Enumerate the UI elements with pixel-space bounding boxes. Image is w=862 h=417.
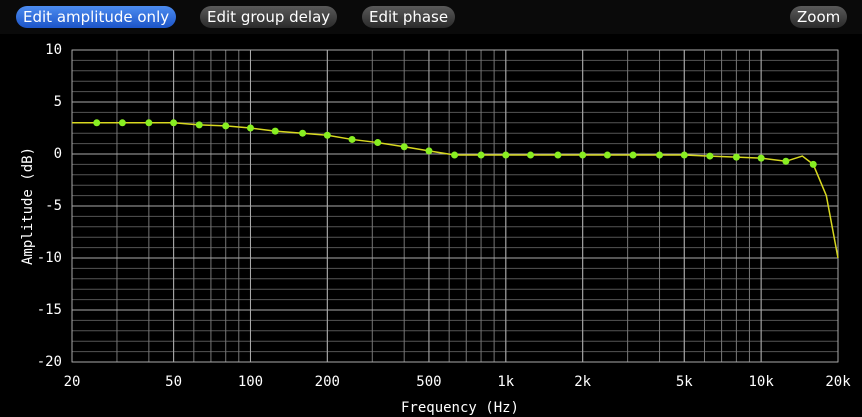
control-point xyxy=(348,135,356,143)
control-point xyxy=(527,151,535,159)
control-point xyxy=(400,143,408,151)
control-point xyxy=(246,124,254,132)
y-tick-label: -10 xyxy=(37,250,62,266)
control-point xyxy=(118,119,126,127)
x-axis-label: Frequency (Hz) xyxy=(401,400,519,416)
control-point xyxy=(271,127,279,135)
y-tick-label: -15 xyxy=(37,302,62,318)
control-point xyxy=(425,147,433,155)
x-tick-label: 2k xyxy=(574,374,591,390)
toolbar-button[interactable]: Edit group delay xyxy=(200,6,338,28)
x-tick-label: 200 xyxy=(315,374,340,390)
control-point xyxy=(299,129,307,137)
control-point xyxy=(195,121,203,129)
control-point xyxy=(757,154,765,162)
toolbar: Edit amplitude only Edit group delay Edit … xyxy=(0,0,862,34)
x-tick-label: 1k xyxy=(497,374,514,390)
control-point xyxy=(603,151,611,159)
y-tick-label: 5 xyxy=(54,94,62,110)
x-tick-label: 5k xyxy=(676,374,693,390)
y-tick-label: 10 xyxy=(45,42,62,58)
control-point xyxy=(579,151,587,159)
control-point xyxy=(93,119,101,127)
x-tick-label: 100 xyxy=(238,374,263,390)
toolbar-button[interactable]: Edit amplitude only xyxy=(16,6,177,28)
control-point xyxy=(782,157,790,165)
control-point xyxy=(629,151,637,159)
control-point xyxy=(222,122,230,130)
control-point xyxy=(170,119,178,127)
control-point xyxy=(680,151,688,159)
toolbar-button[interactable]: Zoom xyxy=(790,6,848,28)
x-tick-label: 500 xyxy=(416,374,441,390)
x-tick-label: 50 xyxy=(165,374,182,390)
y-tick-label: -5 xyxy=(45,198,62,214)
control-point xyxy=(554,151,562,159)
control-point xyxy=(732,153,740,161)
control-point xyxy=(323,131,331,139)
control-point xyxy=(145,119,153,127)
y-axis-label: Amplitude (dB) xyxy=(20,147,36,265)
x-tick-label: 10k xyxy=(748,374,774,390)
control-point xyxy=(809,160,817,168)
y-tick-label: 0 xyxy=(54,146,62,162)
control-point xyxy=(374,139,382,147)
control-point xyxy=(656,151,664,159)
x-tick-label: 20 xyxy=(64,374,81,390)
control-point xyxy=(706,152,714,160)
control-point xyxy=(451,151,459,159)
control-point xyxy=(502,151,510,159)
x-tick-label: 20k xyxy=(825,374,851,390)
control-point xyxy=(477,151,485,159)
toolbar-button[interactable]: Edit phase xyxy=(362,6,456,28)
y-tick-label: -20 xyxy=(37,354,62,370)
